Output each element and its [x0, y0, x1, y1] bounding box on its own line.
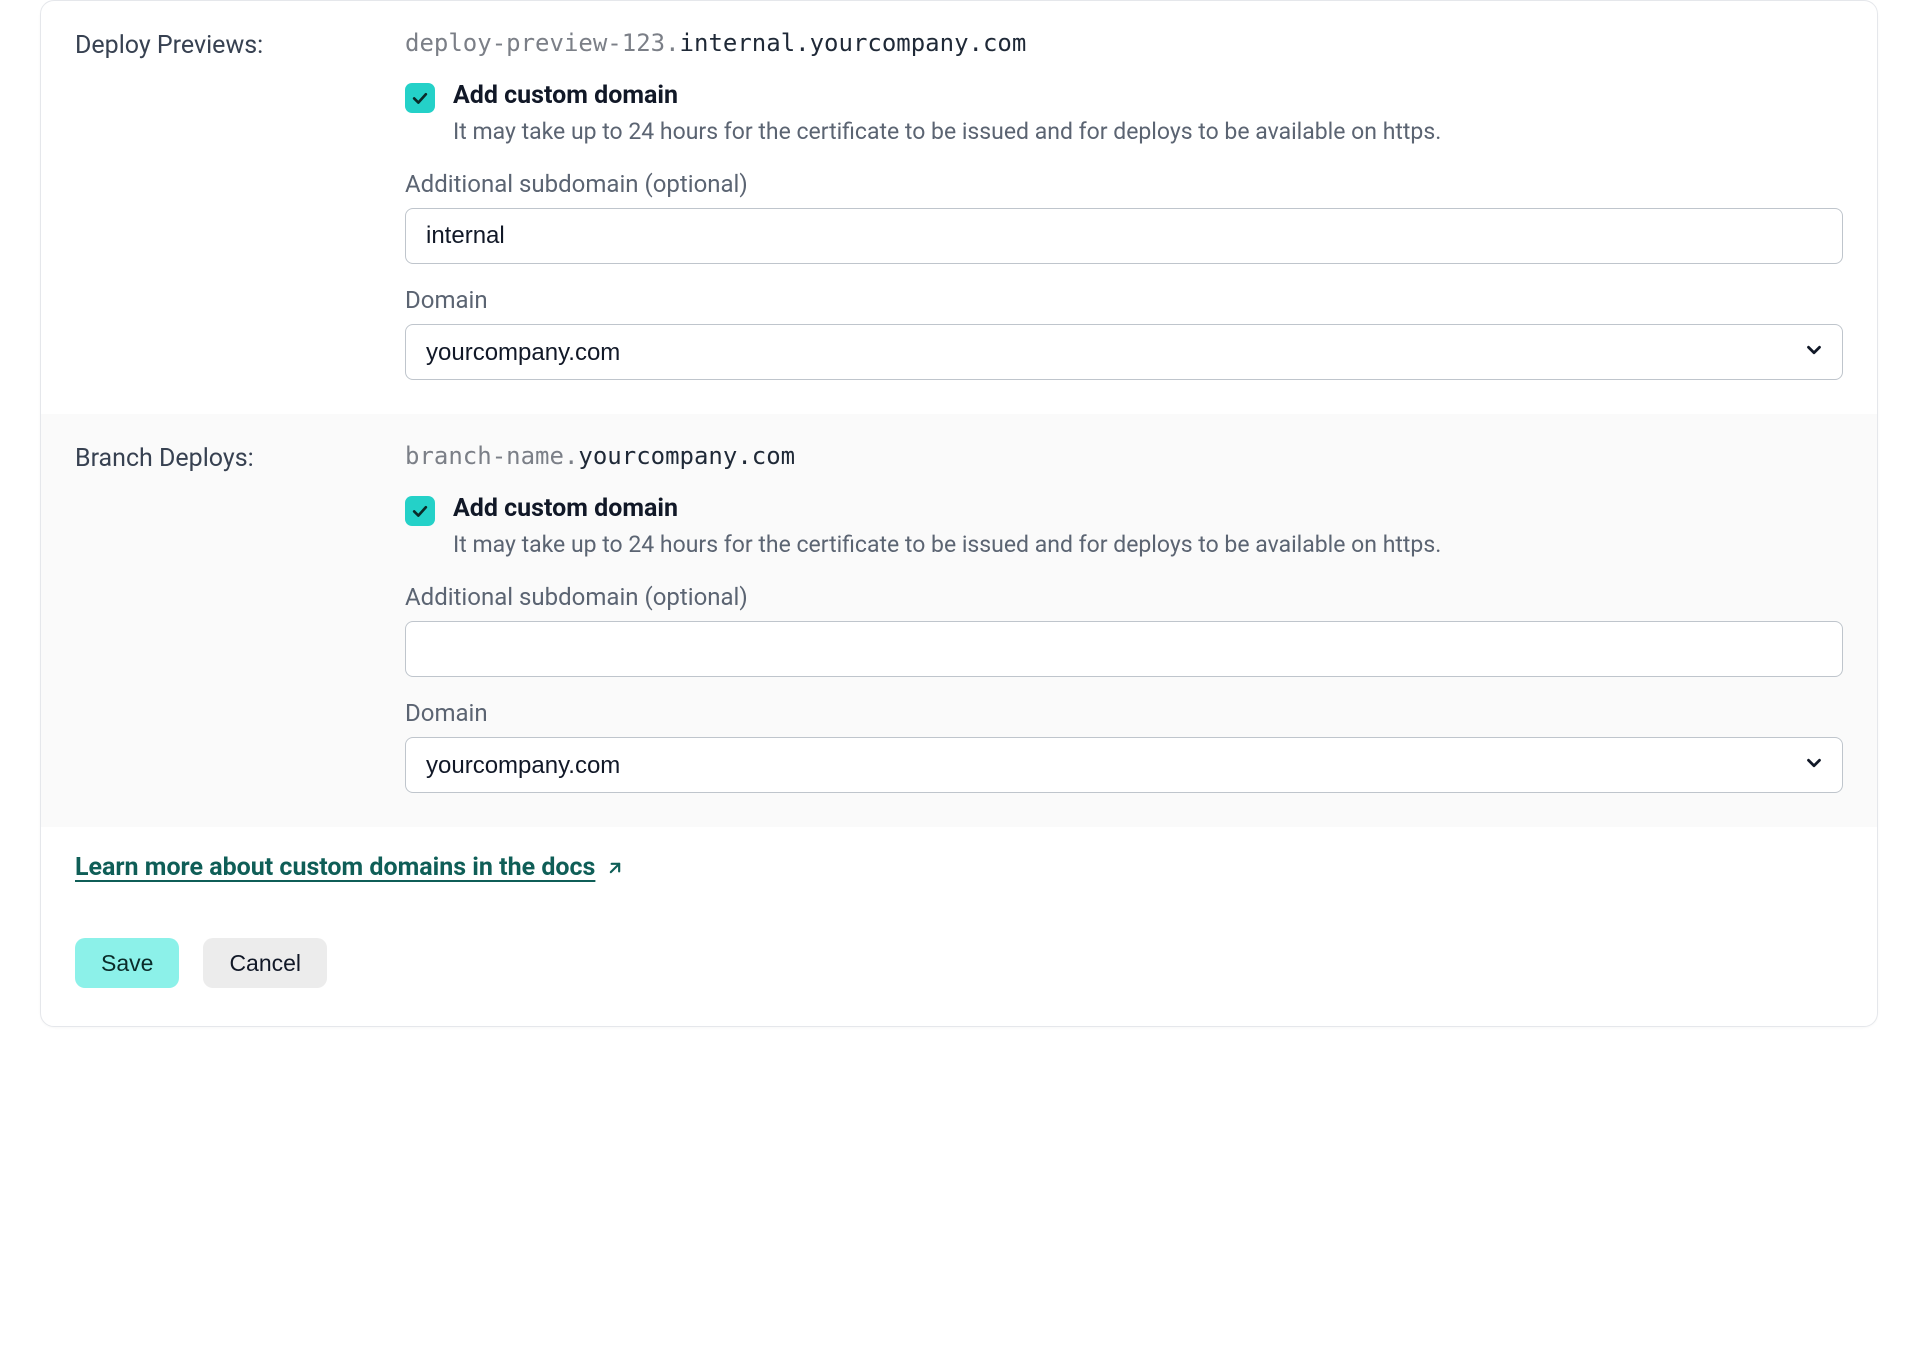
branch-deploys-subdomain-input[interactable]: [405, 621, 1843, 677]
action-buttons: Save Cancel: [75, 938, 1843, 988]
deploy-previews-label: Deploy Previews:: [75, 29, 405, 380]
branch-deploys-custom-domain-row: Add custom domain It may take up to 24 h…: [405, 494, 1843, 561]
url-rest: yourcompany.com: [578, 442, 795, 470]
card-footer: Learn more about custom domains in the d…: [41, 827, 1877, 1026]
check-icon: [410, 501, 430, 521]
branch-deploys-domain-select[interactable]: yourcompany.com: [405, 737, 1843, 793]
url-rest: internal.yourcompany.com: [680, 29, 1027, 57]
check-icon: [410, 88, 430, 108]
deploy-previews-domain-select-wrap: yourcompany.com: [405, 324, 1843, 380]
deploy-previews-custom-domain-checkbox[interactable]: [405, 83, 435, 113]
cancel-button[interactable]: Cancel: [203, 938, 327, 988]
checkbox-title: Add custom domain: [453, 494, 1843, 523]
checkbox-text-block: Add custom domain It may take up to 24 h…: [453, 494, 1843, 561]
deploy-previews-subdomain-input[interactable]: [405, 208, 1843, 264]
checkbox-text-block: Add custom domain It may take up to 24 h…: [453, 81, 1843, 148]
checkbox-title: Add custom domain: [453, 81, 1843, 110]
docs-link-text: Learn more about custom domains in the d…: [75, 853, 595, 882]
docs-link[interactable]: Learn more about custom domains in the d…: [75, 853, 625, 882]
deploy-previews-url-preview: deploy-preview-123.internal.yourcompany.…: [405, 29, 1843, 57]
branch-deploys-body: branch-name.yourcompany.com Add custom d…: [405, 442, 1843, 793]
checkbox-subtitle: It may take up to 24 hours for the certi…: [453, 116, 1843, 148]
deploy-previews-custom-domain-row: Add custom domain It may take up to 24 h…: [405, 81, 1843, 148]
branch-deploys-url-preview: branch-name.yourcompany.com: [405, 442, 1843, 470]
save-button[interactable]: Save: [75, 938, 179, 988]
domain-label: Domain: [405, 699, 1843, 727]
url-prefix: branch-name.: [405, 442, 578, 470]
checkbox-subtitle: It may take up to 24 hours for the certi…: [453, 529, 1843, 561]
external-link-icon: [605, 858, 625, 878]
domain-label: Domain: [405, 286, 1843, 314]
deploy-previews-section: Deploy Previews: deploy-preview-123.inte…: [41, 1, 1877, 414]
subdomain-label: Additional subdomain (optional): [405, 583, 1843, 611]
deploy-previews-domain-select[interactable]: yourcompany.com: [405, 324, 1843, 380]
settings-card: Deploy Previews: deploy-preview-123.inte…: [40, 0, 1878, 1027]
branch-deploys-domain-select-wrap: yourcompany.com: [405, 737, 1843, 793]
branch-deploys-custom-domain-checkbox[interactable]: [405, 496, 435, 526]
subdomain-label: Additional subdomain (optional): [405, 170, 1843, 198]
branch-deploys-label: Branch Deploys:: [75, 442, 405, 793]
branch-deploys-section: Branch Deploys: branch-name.yourcompany.…: [41, 414, 1877, 827]
deploy-previews-body: deploy-preview-123.internal.yourcompany.…: [405, 29, 1843, 380]
url-prefix: deploy-preview-123.: [405, 29, 680, 57]
